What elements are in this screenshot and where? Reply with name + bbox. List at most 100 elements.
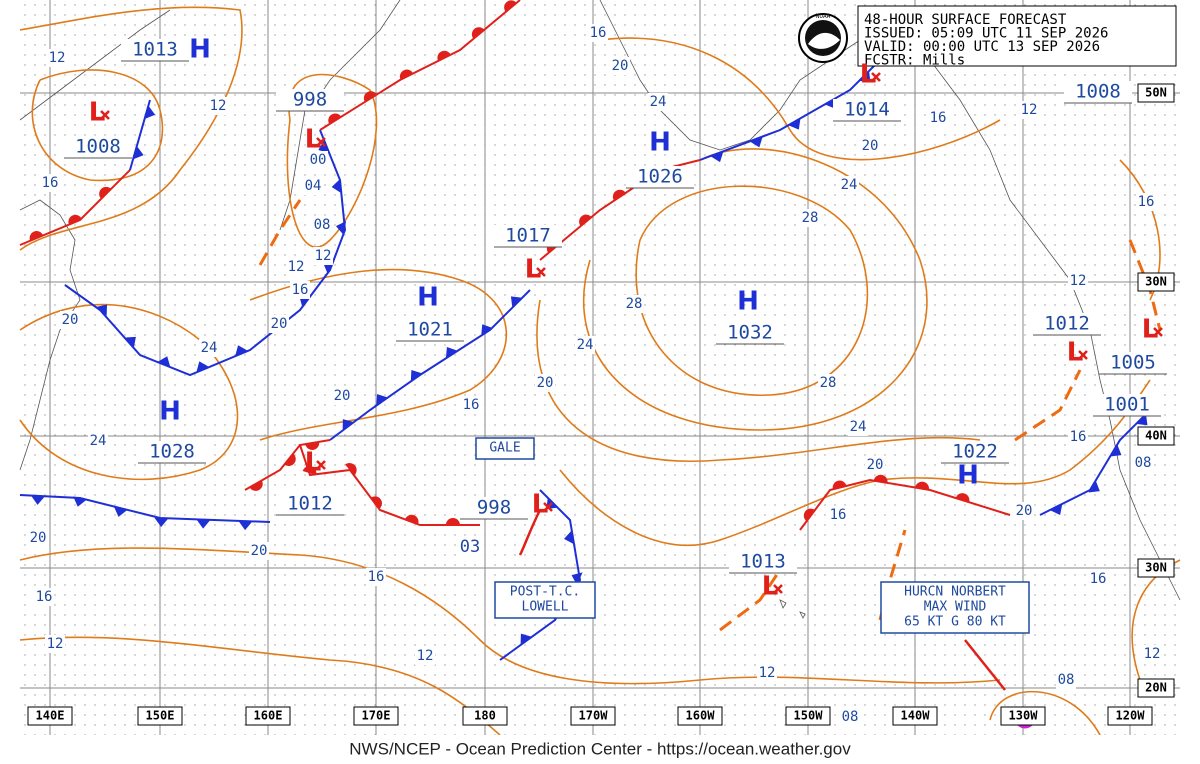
isobar-label: 12 (47, 636, 64, 652)
pressure-value: 1013 (740, 551, 786, 573)
low-center-x (871, 72, 881, 82)
isobar-label-bg (860, 137, 880, 155)
isobar-label: 16 (930, 110, 947, 126)
cold-front-barb (342, 419, 354, 431)
pressure-value: 1028 (149, 441, 195, 463)
low-center: L (1067, 338, 1084, 368)
warm-front-bump (471, 27, 485, 39)
isobar-label-bg (828, 506, 848, 524)
lon-label: 120W (1116, 709, 1146, 723)
lon-label-box (137, 706, 183, 726)
lon-label: 150E (146, 709, 175, 723)
isobar-label-bg (60, 311, 80, 329)
header-line: 48-HOUR SURFACE FORECAST (864, 12, 1067, 28)
isobar-label-bg (588, 24, 608, 42)
isobar-label: 12 (288, 259, 305, 275)
isobar-label-bg (1014, 502, 1034, 520)
isobar-label: 28 (626, 296, 643, 312)
pressure-value: 998 (293, 89, 327, 111)
isobar-label: 20 (62, 312, 79, 328)
isobar-label: 12 (1070, 273, 1087, 289)
isobar-label: 20 (867, 457, 884, 473)
warm-front-bump (955, 493, 970, 503)
pressure-bg (64, 136, 132, 158)
isobar-label: 12 (759, 665, 776, 681)
isobar-label-bg (624, 295, 644, 313)
cold-front-barb (144, 105, 156, 120)
annotation-line: GALE (489, 441, 520, 456)
warm-front-bump (612, 189, 626, 201)
low-center-x (100, 110, 110, 120)
pressure-bg (729, 551, 797, 573)
isobar-label-bg (535, 374, 555, 392)
pressure-bg (138, 441, 206, 463)
isobar-label-bg (928, 109, 948, 127)
cold-front-barb (73, 496, 87, 507)
isobar-label: 08 (842, 709, 859, 725)
isobar-label: 12 (210, 98, 227, 114)
isobar-label: 24 (841, 177, 858, 193)
high-center: H (957, 461, 979, 491)
pressure-bg (276, 493, 344, 515)
annotation-line: 65 KT G 80 KT (904, 615, 1006, 630)
isobar-label-bg (332, 387, 352, 405)
cold-front-barb (1110, 444, 1122, 457)
logo-text: NOAA (816, 13, 831, 20)
footer-credit: NWS/NCEP - Ocean Prediction Center - htt… (349, 739, 851, 758)
warm-front-bump (345, 463, 357, 476)
pressure-bg (460, 497, 528, 519)
annotation-box (494, 581, 596, 619)
cold-front-barb (520, 633, 532, 646)
cold-front-barb (1049, 503, 1063, 516)
isobar-label-bg (1068, 428, 1088, 446)
annotation-box (475, 437, 535, 460)
warm-front-bump (284, 453, 296, 467)
isobar-label-bg (303, 177, 323, 195)
pressure-value: 1026 (637, 166, 683, 188)
cold-front-barb (859, 70, 871, 83)
cold-front-barb (510, 296, 523, 308)
annotation-box (880, 581, 1030, 634)
isobar-label-bg (610, 57, 630, 75)
lon-label: 140W (901, 709, 931, 723)
pressure-value: 1008 (75, 136, 121, 158)
isobar-label-bg (848, 418, 868, 436)
warm-front-bump (305, 441, 320, 450)
isobar-label: 12 (1021, 102, 1038, 118)
isobar-label-bg (800, 209, 820, 227)
isobar-label-bg (366, 568, 386, 586)
low-center-x (543, 502, 553, 512)
isobar-label-bg (269, 315, 289, 333)
isobar-label: 20 (862, 138, 879, 154)
low-center: L (860, 60, 877, 90)
header-line: FCSTR: Mills (864, 53, 965, 69)
isobar-label-bg (461, 396, 481, 414)
isobar-label: 20 (30, 530, 47, 546)
isobar-label-bg (818, 374, 838, 392)
warm-front-bump (302, 466, 317, 476)
isobar-label: 16 (1090, 571, 1107, 587)
pressure-bg (626, 166, 694, 188)
low-center: L (305, 125, 322, 155)
low-center: L (305, 448, 322, 478)
cold-front-barb (196, 519, 211, 529)
cold-front-barb (238, 520, 253, 531)
high-center: H (159, 397, 181, 427)
cold-front-barb (196, 361, 210, 373)
warm-front-bump (99, 186, 112, 199)
warm-front-bump (579, 214, 592, 227)
warm-front-bump (915, 481, 929, 490)
lon-label-box (27, 706, 73, 726)
warm-front-bump (873, 474, 888, 483)
lon-label-box (245, 706, 291, 726)
cold-front-barb (410, 370, 423, 382)
isobar-label: 24 (577, 337, 594, 353)
pressure-bg (833, 99, 901, 121)
cold-front-barb (571, 572, 583, 586)
warm-front-bump (363, 91, 377, 102)
cold-front-barb (331, 179, 342, 194)
isobar-label-bg (1142, 645, 1162, 663)
pressure-bg (1093, 394, 1161, 416)
pressure-value: 1008 (1075, 81, 1121, 103)
lon-label: 180 (474, 709, 496, 723)
